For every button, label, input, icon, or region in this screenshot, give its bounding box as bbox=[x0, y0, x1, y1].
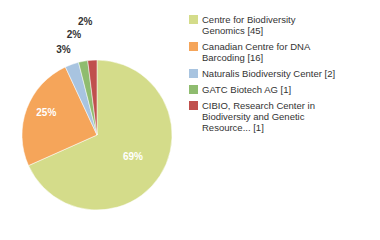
html-text:Centre for Biodiversity Genomi: Centre for Biodiversity Genomics [45] bbox=[202, 14, 296, 36]
svg-text:2%: 2% bbox=[78, 16, 93, 27]
svg-text:25%: 25% bbox=[36, 107, 56, 118]
svg-text:3%: 3% bbox=[56, 44, 71, 55]
svg-text:2%: 2% bbox=[67, 29, 82, 40]
html-text:Naturalis Biodiversity Center: Naturalis Biodiversity Center [2] bbox=[202, 68, 336, 79]
html-text:Canadian Centre for DNA Barcod: Canadian Centre for DNA Barcoding [16] bbox=[202, 41, 311, 63]
html-text:CIBIO, Research Center in Biod: CIBIO, Research Center in Biodiversity a… bbox=[202, 100, 315, 133]
html-text:GATC Biotech AG [1]: GATC Biotech AG [1] bbox=[202, 84, 292, 95]
svg-text:69%: 69% bbox=[123, 151, 143, 162]
